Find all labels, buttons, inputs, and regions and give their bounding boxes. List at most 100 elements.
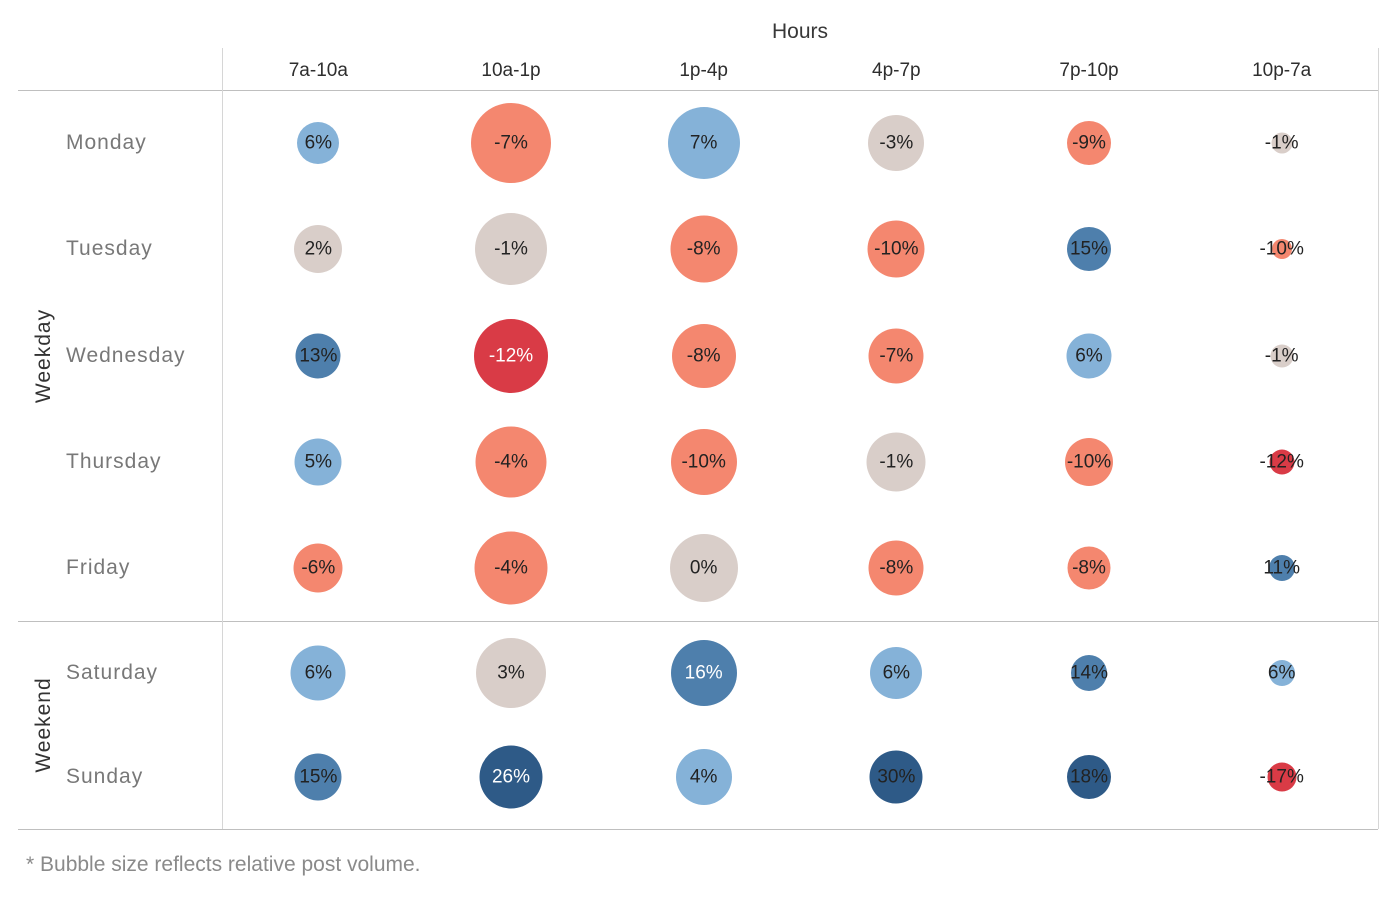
bubble-thursday-1p-4p[interactable] [670,428,737,495]
bubble-monday-1p-4p[interactable] [667,107,740,180]
bubble-wednesday-4p-7p[interactable] [868,328,924,383]
bubble-label: 15% [1069,238,1109,260]
bubble-wednesday-1p-4p[interactable] [671,323,736,388]
bubble-label: -4% [494,557,528,579]
bubble-label: 13% [299,345,338,366]
group-label-weekday: Weekday [32,308,55,403]
bubble-label: -6% [301,557,336,579]
bubble-saturday-7a-10a[interactable] [290,645,346,701]
column-header-7p-10p: 7p-10p [1059,60,1119,81]
bubble-monday-4p-7p[interactable] [868,115,925,172]
bubble-label: -1% [1264,345,1299,366]
bubble-tuesday-4p-7p[interactable] [867,220,925,278]
bubble-friday-10a-1p[interactable] [474,531,548,605]
grid-line-horizontal [18,829,1378,830]
bubble-wednesday-7p-10p[interactable] [1066,333,1112,378]
bubble-sunday-7a-10a[interactable] [294,753,342,801]
grid-line-vertical [1378,48,1379,829]
bubble-label: 7% [689,132,718,154]
bubble-saturday-7p-10p[interactable] [1071,655,1107,691]
bubble-friday-10p-7a[interactable] [1268,554,1295,581]
bubble-saturday-1p-4p[interactable] [670,640,737,706]
bubble-label: -12% [1259,451,1304,473]
bubble-label: -7% [494,132,528,154]
day-label-tuesday: Tuesday [66,237,153,261]
bubble-wednesday-7a-10a[interactable] [295,333,341,378]
bubble-label: -3% [879,132,914,154]
bubble-thursday-4p-7p[interactable] [866,432,926,492]
bubble-label: -1% [494,238,528,260]
bubble-sunday-10a-1p[interactable] [479,745,543,809]
grid-line-horizontal [18,90,1378,91]
day-label-thursday: Thursday [66,449,162,473]
bubble-monday-10p-7a[interactable] [1271,132,1293,154]
bubble-label: -12% [488,345,534,366]
bubble-label: 2% [304,238,333,260]
bubble-label: -1% [879,451,914,473]
grid-line-horizontal [18,621,1378,622]
bubble-sunday-4p-7p[interactable] [869,750,923,804]
bubble-label: 11% [1263,557,1300,579]
bubble-tuesday-7p-10p[interactable] [1067,227,1111,272]
bubble-monday-7a-10a[interactable] [297,122,340,165]
bubble-label: -4% [494,451,528,473]
bubble-saturday-10a-1p[interactable] [476,638,546,708]
bubble-label: -10% [874,238,919,260]
footnote: * Bubble size reflects relative post vol… [26,853,421,876]
bubble-label: 26% [491,766,531,788]
bubble-label: 15% [299,766,338,788]
bubble-tuesday-7a-10a[interactable] [294,225,343,274]
bubble-friday-4p-7p[interactable] [868,540,924,596]
bubble-label: -8% [1072,557,1106,579]
bubble-thursday-7p-10p[interactable] [1065,437,1113,486]
x-axis-title: Hours [771,20,829,43]
group-label-weekend: Weekend [32,677,55,773]
bubble-label: 4% [689,766,718,788]
column-header-4p-7p: 4p-7p [872,60,921,81]
bubble-wednesday-10p-7a[interactable] [1270,344,1294,367]
day-label-monday: Monday [66,131,147,155]
column-header-10p-7a: 10p-7a [1252,60,1312,81]
bubble-monday-10a-1p[interactable] [471,103,551,184]
bubble-tuesday-10a-1p[interactable] [475,213,547,286]
bubble-tuesday-10p-7a[interactable] [1271,239,1292,260]
bubble-label: 30% [877,766,916,788]
column-header-7a-10a: 7a-10a [288,60,348,81]
bubble-label: -9% [1072,132,1106,154]
bubble-label: -17% [1259,766,1304,788]
bubble-tuesday-1p-4p[interactable] [670,215,738,283]
bubble-thursday-10p-7a[interactable] [1269,449,1295,475]
bubble-label: 18% [1069,766,1109,788]
bubble-saturday-10p-7a[interactable] [1268,660,1295,686]
bubble-saturday-4p-7p[interactable] [870,647,923,699]
bubble-sunday-10p-7a[interactable] [1267,762,1297,792]
bubble-thursday-7a-10a[interactable] [294,438,342,486]
bubble-label: 6% [1075,345,1103,366]
bubble-label: 14% [1069,662,1109,684]
bubble-friday-7p-10p[interactable] [1067,546,1111,590]
bubble-label: 6% [1267,662,1296,684]
bubble-monday-7p-10p[interactable] [1067,121,1111,166]
bubble-wednesday-10a-1p[interactable] [474,318,548,393]
day-label-saturday: Saturday [66,661,159,684]
bubble-label: 6% [304,662,333,684]
grid-line-vertical [222,48,223,829]
bubble-friday-7a-10a[interactable] [293,543,343,593]
bubble-sunday-1p-4p[interactable] [675,749,732,805]
bubble-label: -8% [879,557,914,579]
day-label-wednesday: Wednesday [66,343,186,367]
bubble-label: -10% [681,451,726,473]
bubble-label: -1% [1264,132,1299,154]
bubble-friday-1p-4p[interactable] [669,533,738,602]
bubble-thursday-10a-1p[interactable] [475,426,547,498]
bubble-label: -8% [686,238,721,260]
bubble-label: 16% [684,662,723,684]
column-header-1p-4p: 1p-4p [679,60,728,81]
bubble-label: 3% [497,662,525,684]
bubble-label: 0% [689,557,718,579]
bubble-label: 6% [304,132,333,154]
bubble-label: -7% [879,345,914,366]
bubble-sunday-7p-10p[interactable] [1067,755,1111,799]
bubble-label: 6% [882,662,911,684]
